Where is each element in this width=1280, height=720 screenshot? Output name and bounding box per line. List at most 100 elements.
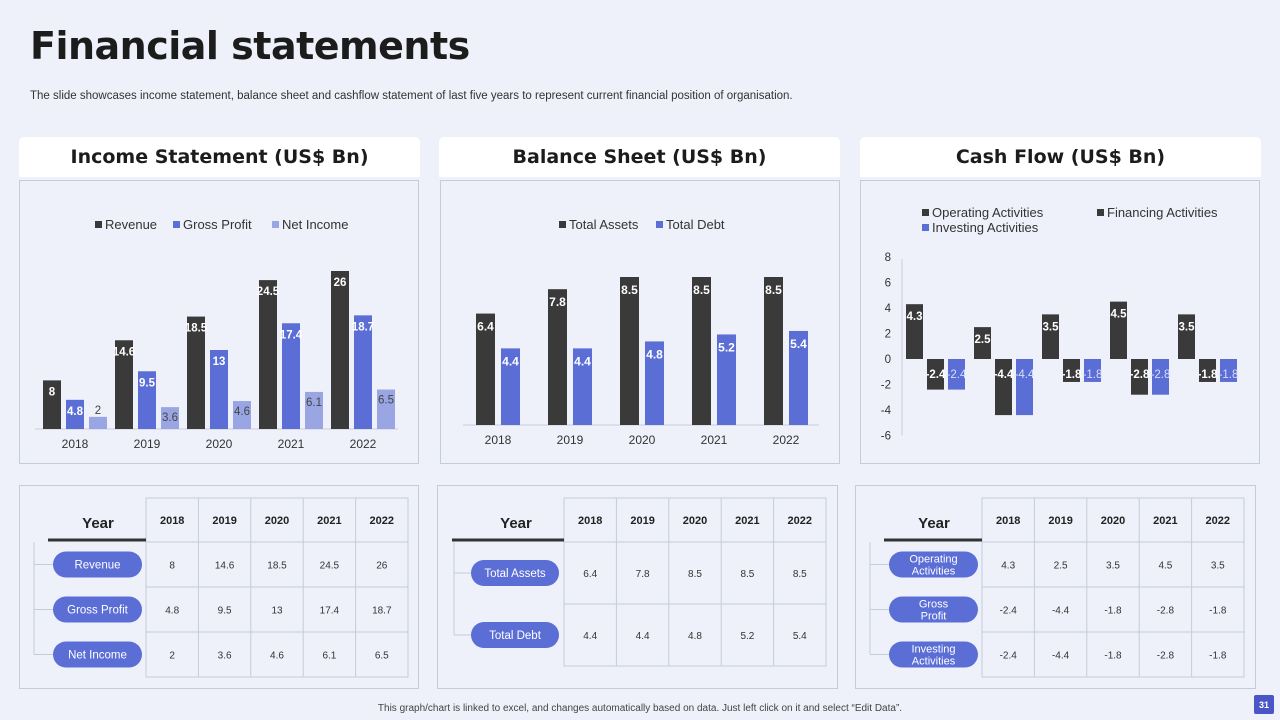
balance-cell-value: 8.5 [688,569,702,580]
balance-table: Year 2018 2019 2020 2021 2022 Total Assets 6.4 7… [437,485,838,689]
cashflow-y-tick: 8 [885,252,891,264]
income-x-tick: 2019 [134,437,161,451]
income-data-label: 8 [49,386,56,398]
income-chart[interactable]: Revenue Gross Profit Net Income 8 4.8 2 2018 14… [19,180,419,464]
cashflow-data-label: -1.8 [1219,369,1239,381]
cashflow-cell-value: -4.4 [1052,606,1070,617]
cashflow-bar [995,359,1012,416]
balance-x-tick: 2021 [701,433,728,447]
income-legend-label: Revenue [105,217,157,232]
cashflow-data-label: 4.3 [907,311,923,323]
balance-cell-value: 8.5 [793,569,807,580]
balance-cell-value: 6.4 [583,569,597,580]
cashflow-data-label: 2.5 [975,334,992,346]
cashflow-data-label: -1.8 [1083,369,1103,381]
balance-row-label: Total Debt [489,630,542,642]
balance-cell-value: 5.4 [793,631,807,642]
income-data-label: 6.1 [306,397,322,409]
balance-cell-value: 4.4 [636,631,650,642]
cashflow-year-label: 2018 [996,515,1020,527]
income-data-label: 18.5 [185,323,208,335]
balance-chart-svg: Total Assets Total Debt 6.4 4.4 2018 7.8 4.4 20… [463,217,819,447]
cashflow-row-label: Activities [912,656,956,668]
balance-bar [645,341,664,425]
balance-chart[interactable]: Total Assets Total Debt 6.4 4.4 2018 7.8 4.4 20… [440,180,840,464]
income-cell-value: 6.1 [322,651,336,662]
balance-row-pill [471,560,559,586]
income-data-label: 4.6 [234,406,250,418]
balance-legend-label: Total Debt [666,217,725,232]
income-year-label: 2019 [212,515,236,527]
cashflow-table: Year 2018 2019 2020 2021 2022 Operating Activit… [855,485,1256,689]
income-bar [282,323,300,429]
cashflow-data-label: -2.4 [947,369,967,381]
cashflow-y-tick: -2 [881,380,891,392]
cashflow-year-label: 2019 [1048,515,1072,527]
income-cell-value: 2 [169,651,175,662]
cashflow-bar [1220,359,1237,382]
cashflow-bar [1178,314,1195,359]
income-bar [377,389,395,429]
income-data-label: 6.5 [378,395,394,407]
balance-year-header: Year [500,515,532,532]
cashflow-legend-label: Financing Activities [1107,205,1218,220]
income-bar [161,407,179,429]
income-data-label: 4.8 [67,406,84,418]
balance-table-svg: Year 2018 2019 2020 2021 2022 Total Assets 6.4 7… [452,497,827,667]
cashflow-legend-swatch [1097,209,1104,216]
balance-x-tick: 2018 [485,433,512,447]
income-row-pill [53,641,142,668]
cashflow-data-label: -4.4 [994,369,1014,381]
balance-bar [692,277,711,425]
income-year-label: 2022 [370,515,394,527]
cashflow-y-tick: 2 [885,329,891,341]
income-bar [187,316,205,429]
cashflow-data-label: 3.5 [1043,321,1060,333]
cashflow-bar [1063,359,1080,382]
page-subtitle: The slide showcases income statement, ba… [30,90,793,102]
income-bar [210,350,228,429]
cashflow-bar [1152,359,1169,395]
cashflow-cell-value: 3.5 [1106,561,1120,572]
balance-data-label: 5.2 [718,340,735,354]
cashflow-chart[interactable]: Operating Activities Financing Activities… [860,180,1260,464]
income-x-tick: 2020 [206,437,233,451]
cashflow-legend-swatch [922,209,929,216]
balance-data-label: 6.4 [477,320,494,334]
cashflow-row-label: Profit [921,611,947,623]
cashflow-row-pill [889,641,978,668]
cashflow-y-tick: 6 [885,278,891,290]
balance-data-label: 8.5 [621,283,638,297]
cashflow-year-label: 2022 [1206,515,1230,527]
balance-cell-value: 5.2 [740,631,754,642]
income-x-tick: 2022 [350,437,377,451]
balance-table-grid [563,497,827,667]
cashflow-cell-value: -1.8 [1209,651,1227,662]
balance-year-label: 2019 [630,515,654,527]
balance-cell-value: 8.5 [740,569,754,580]
cashflow-cell-value: 4.5 [1158,561,1172,572]
balance-year-label: 2020 [683,515,707,527]
balance-x-tick: 2019 [557,433,584,447]
cashflow-legend-label: Operating Activities [932,205,1044,220]
cashflow-bar [1110,301,1127,359]
income-bar [66,399,84,429]
cashflow-year-header: Year [918,515,950,532]
income-data-label: 9.5 [139,377,156,389]
cashflow-cell-value: 2.5 [1054,561,1068,572]
balance-bar [764,277,783,425]
balance-bar [717,334,736,425]
cashflow-data-label: 4.5 [1111,309,1128,321]
cashflow-data-label: -4.4 [1015,369,1035,381]
cashflow-legend-label: Investing Activities [932,220,1039,235]
cashflow-bar [927,359,944,390]
cashflow-bar [1016,359,1033,416]
income-bar [259,280,277,429]
income-cell-value: 14.6 [215,561,235,572]
cashflow-row-label: Activities [912,566,956,578]
income-data-label: 14.6 [113,346,135,358]
balance-row-label: Total Assets [484,568,546,580]
income-cell-value: 8 [169,561,175,572]
income-legend-label: Net Income [282,217,348,232]
cashflow-row-label: Operating [909,554,957,566]
